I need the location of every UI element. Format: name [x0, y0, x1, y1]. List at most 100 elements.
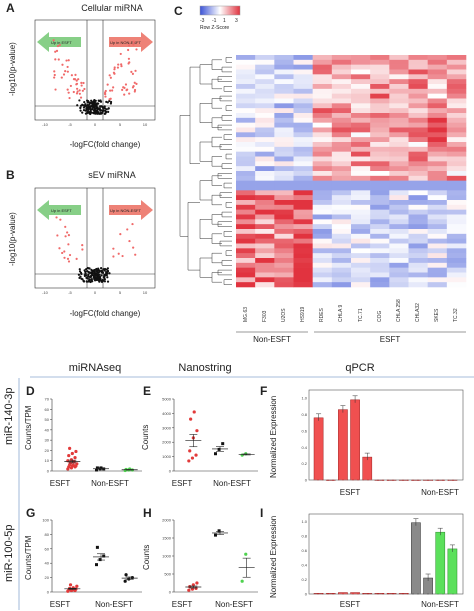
- heatmap-cell: [370, 93, 390, 99]
- heatmap-cell: [236, 171, 256, 177]
- heatmap-cell: [312, 59, 333, 65]
- heatmap-cell: [446, 248, 467, 254]
- y-tick-label: 0.2: [301, 577, 307, 582]
- heatmap-cell: [370, 180, 390, 186]
- heatmap-cell: [255, 200, 275, 206]
- heatmap-cell: [293, 238, 313, 244]
- data-point: [105, 274, 108, 277]
- heatmap-cell: [427, 233, 448, 239]
- heatmap-cell: [446, 185, 467, 191]
- heatmap-cell: [331, 214, 352, 220]
- heatmap-cell: [255, 214, 275, 220]
- data-point: [125, 89, 128, 92]
- data-point: [121, 254, 124, 258]
- data-point: [60, 76, 63, 79]
- heatmap-column-label: HS919: [300, 306, 307, 322]
- heatmap-cell: [331, 108, 352, 114]
- heatmap-cell: [370, 209, 390, 215]
- heatmap-cell: [331, 185, 352, 191]
- data-point: [92, 111, 95, 114]
- data-point: [100, 274, 103, 277]
- heatmap-cell: [427, 253, 448, 259]
- data-point: [130, 70, 133, 74]
- data-point: [113, 68, 116, 71]
- heatmap-cell: [255, 84, 275, 90]
- heatmap-cell: [312, 93, 333, 99]
- data-point: [95, 276, 99, 279]
- data-point: [75, 92, 79, 95]
- heatmap-cell: [370, 171, 390, 177]
- heatmap-cell: [446, 137, 467, 143]
- heatmap-cell: [331, 195, 352, 201]
- heatmap-cell: [274, 151, 294, 157]
- data-point: [187, 459, 191, 463]
- heatmap-cell: [293, 233, 313, 239]
- heatmap-cell: [274, 200, 294, 206]
- heatmap-cell: [236, 272, 256, 278]
- heatmap-cell: [408, 166, 428, 172]
- dendrogram-branch: [221, 211, 232, 218]
- heatmap-cell: [293, 64, 313, 70]
- heatmap-cell: [370, 175, 390, 181]
- data-point: [105, 110, 108, 114]
- arrow-right: [109, 200, 153, 220]
- bar: [362, 456, 373, 481]
- heatmap-cell: [427, 282, 448, 288]
- data-point: [93, 271, 96, 274]
- data-point: [92, 106, 95, 109]
- heatmap-cell: [293, 258, 313, 264]
- dendrogram-branch: [211, 156, 222, 167]
- heatmap-cell: [370, 190, 390, 196]
- heatmap: [236, 55, 467, 288]
- heatmap-cell: [446, 180, 467, 186]
- heatmap-cell: [274, 127, 294, 133]
- data-point: [73, 456, 77, 460]
- data-point: [131, 86, 135, 89]
- x-tick-label: 5: [119, 122, 122, 127]
- heatmap-cell: [236, 262, 256, 268]
- data-point: [54, 50, 57, 53]
- dendrogram-branch: [211, 252, 222, 264]
- dendrogram-branch: [211, 214, 222, 225]
- panel-d-group-non-esft: Non-ESFT: [91, 479, 129, 488]
- data-point: [84, 103, 87, 106]
- heatmap-cell: [408, 171, 428, 177]
- heatmap-cell: [236, 151, 256, 157]
- data-point: [61, 63, 64, 66]
- arrow-left-label: Up in ESFT: [51, 208, 72, 213]
- heatmap-cell: [293, 175, 313, 181]
- heatmap-cell: [293, 185, 313, 191]
- data-point: [214, 452, 217, 456]
- data-point: [102, 106, 105, 109]
- data-point: [84, 272, 87, 275]
- heatmap-cell: [293, 137, 313, 143]
- heatmap-cell: [312, 171, 333, 177]
- data-point: [97, 275, 100, 278]
- dendrogram-branch: [187, 202, 200, 271]
- heatmap-cell: [312, 262, 333, 268]
- heatmap-cell: [293, 113, 313, 119]
- heatmap-cell: [351, 113, 371, 119]
- heatmap-cell: [331, 243, 352, 249]
- heatmap-cell: [427, 219, 448, 225]
- data-point: [105, 270, 108, 274]
- heatmap-cell: [331, 122, 352, 128]
- heatmap-cell: [370, 127, 390, 133]
- row-dendrogram: [179, 57, 232, 285]
- data-point: [68, 583, 73, 587]
- heatmap-cell: [351, 122, 371, 128]
- data-point: [99, 266, 103, 270]
- heatmap-cell: [312, 180, 333, 186]
- heatmap-cell: [427, 93, 448, 99]
- heatmap-cell: [351, 253, 371, 259]
- heatmap-cell: [351, 166, 371, 172]
- heatmap-cell: [236, 190, 256, 196]
- y-tick-label: 0: [47, 469, 50, 474]
- volcano-plot-a: Up in ESFT Up in NON-ESFT -10 -5 0 5 10: [34, 19, 156, 127]
- heatmap-cell: [293, 253, 313, 259]
- heatmap-cell: [255, 113, 275, 119]
- data-point: [89, 274, 92, 278]
- heatmap-cell: [236, 98, 256, 104]
- x-tick-label: 5: [119, 290, 122, 295]
- heatmap-cell: [312, 253, 333, 259]
